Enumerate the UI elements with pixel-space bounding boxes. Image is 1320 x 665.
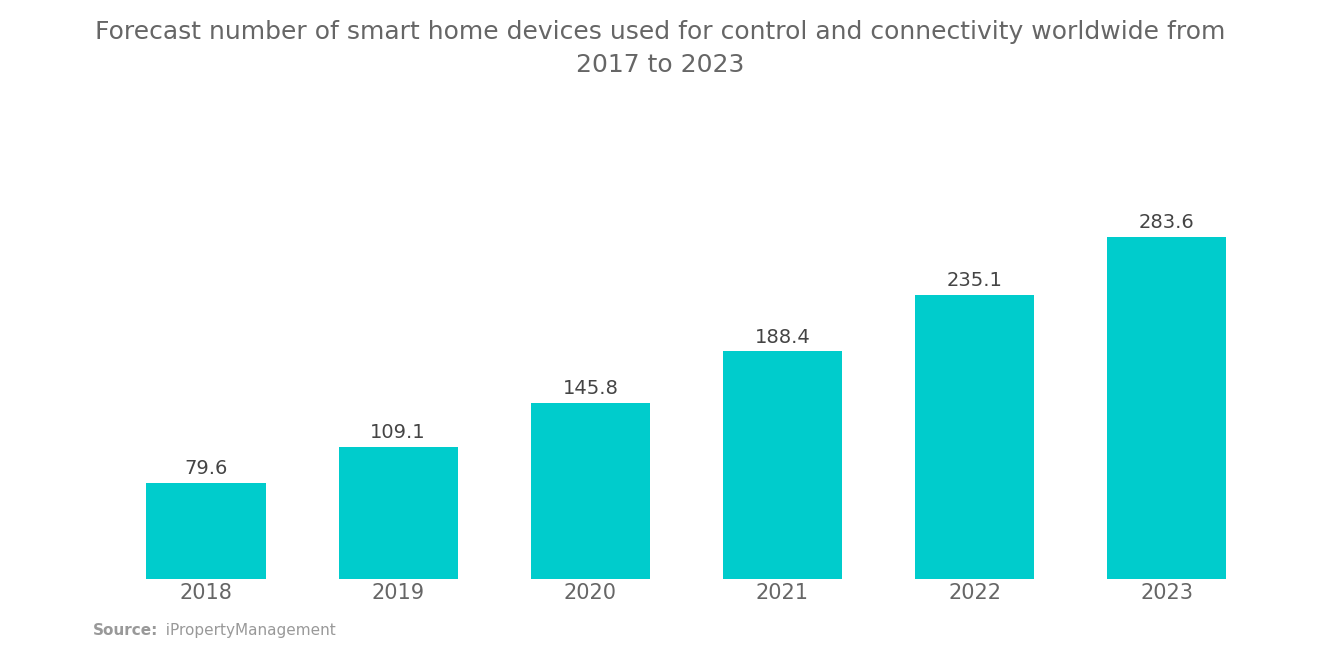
Bar xyxy=(338,447,458,579)
Bar xyxy=(531,403,649,579)
Bar xyxy=(147,483,265,579)
Text: 283.6: 283.6 xyxy=(1139,213,1195,232)
Text: 79.6: 79.6 xyxy=(185,459,227,477)
Bar xyxy=(1107,237,1226,579)
Text: 145.8: 145.8 xyxy=(562,379,618,398)
Text: iPropertyManagement: iPropertyManagement xyxy=(156,623,335,638)
Text: 109.1: 109.1 xyxy=(371,423,426,442)
Text: Forecast number of smart home devices used for control and connectivity worldwid: Forecast number of smart home devices us… xyxy=(95,20,1225,77)
Bar xyxy=(723,352,842,579)
Text: 188.4: 188.4 xyxy=(755,328,810,346)
Text: Source:: Source: xyxy=(92,623,158,638)
Text: 235.1: 235.1 xyxy=(946,271,1003,291)
Bar xyxy=(915,295,1035,579)
